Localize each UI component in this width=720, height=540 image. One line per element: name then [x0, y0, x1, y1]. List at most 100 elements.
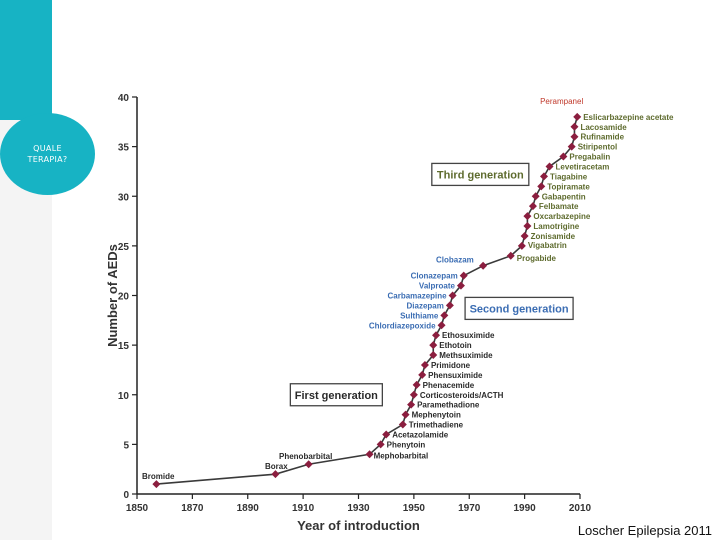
data-point-marker: [520, 231, 529, 240]
section-badge: QUALE TERAPIA?: [0, 113, 95, 195]
data-point-label: Phenobarbital: [279, 452, 332, 461]
data-point-marker: [304, 460, 313, 469]
data-point-label: Sulthiame: [400, 311, 439, 320]
data-point-marker: [479, 261, 488, 270]
data-point-label: Chlordiazepoxide: [369, 321, 436, 330]
data-point-marker: [271, 470, 280, 479]
annotation-label: Perampanel: [540, 97, 583, 106]
y-tick-label: 20: [118, 292, 130, 303]
generation-box: [289, 383, 384, 407]
data-point-marker: [365, 450, 374, 459]
data-point-label: Phenacemide: [423, 381, 475, 390]
data-point-label: Phenytoin: [387, 440, 426, 449]
data-point-label: Phensuximide: [428, 371, 483, 380]
data-point-marker: [570, 122, 579, 131]
x-axis-title: Year of introduction: [297, 518, 420, 533]
data-point-marker: [523, 212, 532, 221]
data-point-marker: [448, 291, 457, 300]
data-point-marker: [506, 251, 515, 260]
data-point-marker: [398, 420, 407, 429]
data-point-marker: [376, 440, 385, 449]
data-point-label: Corticosteroids/ACTH: [420, 391, 504, 400]
data-point-marker: [412, 380, 421, 389]
data-point-label: Primidone: [431, 361, 471, 370]
data-point-marker: [528, 202, 537, 211]
y-axis-title: Number of AEDs: [105, 244, 120, 347]
data-point-label: Mephobarbital: [374, 451, 429, 460]
section-badge-label: QUALE TERAPIA?: [27, 144, 68, 164]
x-tick-label: 2010: [569, 503, 592, 514]
y-tick-label: 30: [118, 192, 130, 203]
y-tick-label: 40: [118, 93, 130, 104]
data-point-label: Trimethadiene: [409, 421, 464, 430]
x-tick-label: 1910: [292, 503, 315, 514]
data-point-label: Progabide: [517, 254, 557, 263]
generation-label: Third generation: [437, 169, 524, 181]
x-tick-label: 1870: [181, 503, 204, 514]
x-tick-label: 1950: [403, 503, 426, 514]
x-tick-label: 1990: [514, 503, 537, 514]
data-point-marker: [429, 341, 438, 350]
data-point-label: Felbamate: [539, 202, 579, 211]
data-point-marker: [437, 321, 446, 330]
generation-box: [431, 162, 530, 187]
y-tick-label: 0: [123, 490, 129, 501]
data-point-label: Gabapentin: [542, 192, 586, 201]
data-point-label: Ethosuximide: [442, 331, 495, 340]
data-point-label: Borax: [265, 462, 288, 471]
data-point-marker: [545, 162, 554, 171]
data-point-marker: [418, 370, 427, 379]
data-point-label: Lamotrigine: [533, 222, 579, 231]
data-point-label: Carbamazepine: [387, 292, 447, 301]
data-point-label: Ethotoin: [439, 341, 472, 350]
data-point-marker: [440, 311, 449, 320]
data-point-label: Paramethadione: [417, 401, 480, 410]
data-point-label: Mephenytoin: [412, 411, 461, 420]
data-point-label: Clobazam: [436, 256, 474, 265]
y-tick-label: 25: [118, 242, 130, 253]
generation-box: [464, 296, 574, 321]
data-point-label: Topiramate: [547, 182, 590, 191]
data-point-marker: [523, 222, 532, 231]
data-point-marker: [409, 390, 418, 399]
data-point-marker: [559, 152, 568, 161]
generation-label: First generation: [295, 390, 378, 402]
sidebar-accent-bar: [0, 0, 52, 120]
data-point-marker: [456, 281, 465, 290]
data-point-marker: [570, 132, 579, 141]
data-point-label: Clonazepam: [411, 272, 458, 281]
data-point-label: Vigabatrin: [528, 241, 567, 250]
data-point-marker: [152, 480, 161, 489]
data-point-label: Diazepam: [407, 301, 444, 310]
y-tick-label: 10: [118, 391, 130, 402]
y-tick-label: 5: [123, 440, 129, 451]
x-tick-label: 1930: [347, 503, 370, 514]
citation: Loscher Epilepsia 2011: [577, 523, 712, 538]
data-point-marker: [531, 192, 540, 201]
data-point-label: Stiripentol: [578, 143, 618, 152]
data-point-label: Acetazolamide: [392, 430, 449, 439]
data-point-marker: [407, 400, 416, 409]
data-point-label: Tiagabine: [550, 172, 588, 181]
data-point-label: Lacosamide: [580, 123, 627, 132]
data-point-marker: [420, 360, 429, 369]
data-point-label: Valproate: [419, 282, 456, 291]
data-point-label: Bromide: [142, 472, 175, 481]
generation-label: Second generation: [470, 303, 569, 315]
y-tick-label: 35: [118, 143, 130, 154]
data-point-marker: [432, 331, 441, 340]
data-point-label: Methsuximide: [439, 351, 493, 360]
data-point-marker: [459, 271, 468, 280]
data-point-marker: [567, 142, 576, 151]
x-tick-label: 1850: [126, 503, 149, 514]
data-point-marker: [429, 351, 438, 360]
data-point-label: Levetiracetam: [556, 162, 610, 171]
data-point-label: Rufinamide: [580, 133, 624, 142]
data-point-marker: [445, 301, 454, 310]
x-tick-label: 1970: [458, 503, 481, 514]
y-tick-label: 15: [118, 341, 130, 352]
data-point-marker: [517, 241, 526, 250]
data-point-label: Eslicarbazepine acetate: [583, 113, 674, 122]
data-point-marker: [401, 410, 410, 419]
